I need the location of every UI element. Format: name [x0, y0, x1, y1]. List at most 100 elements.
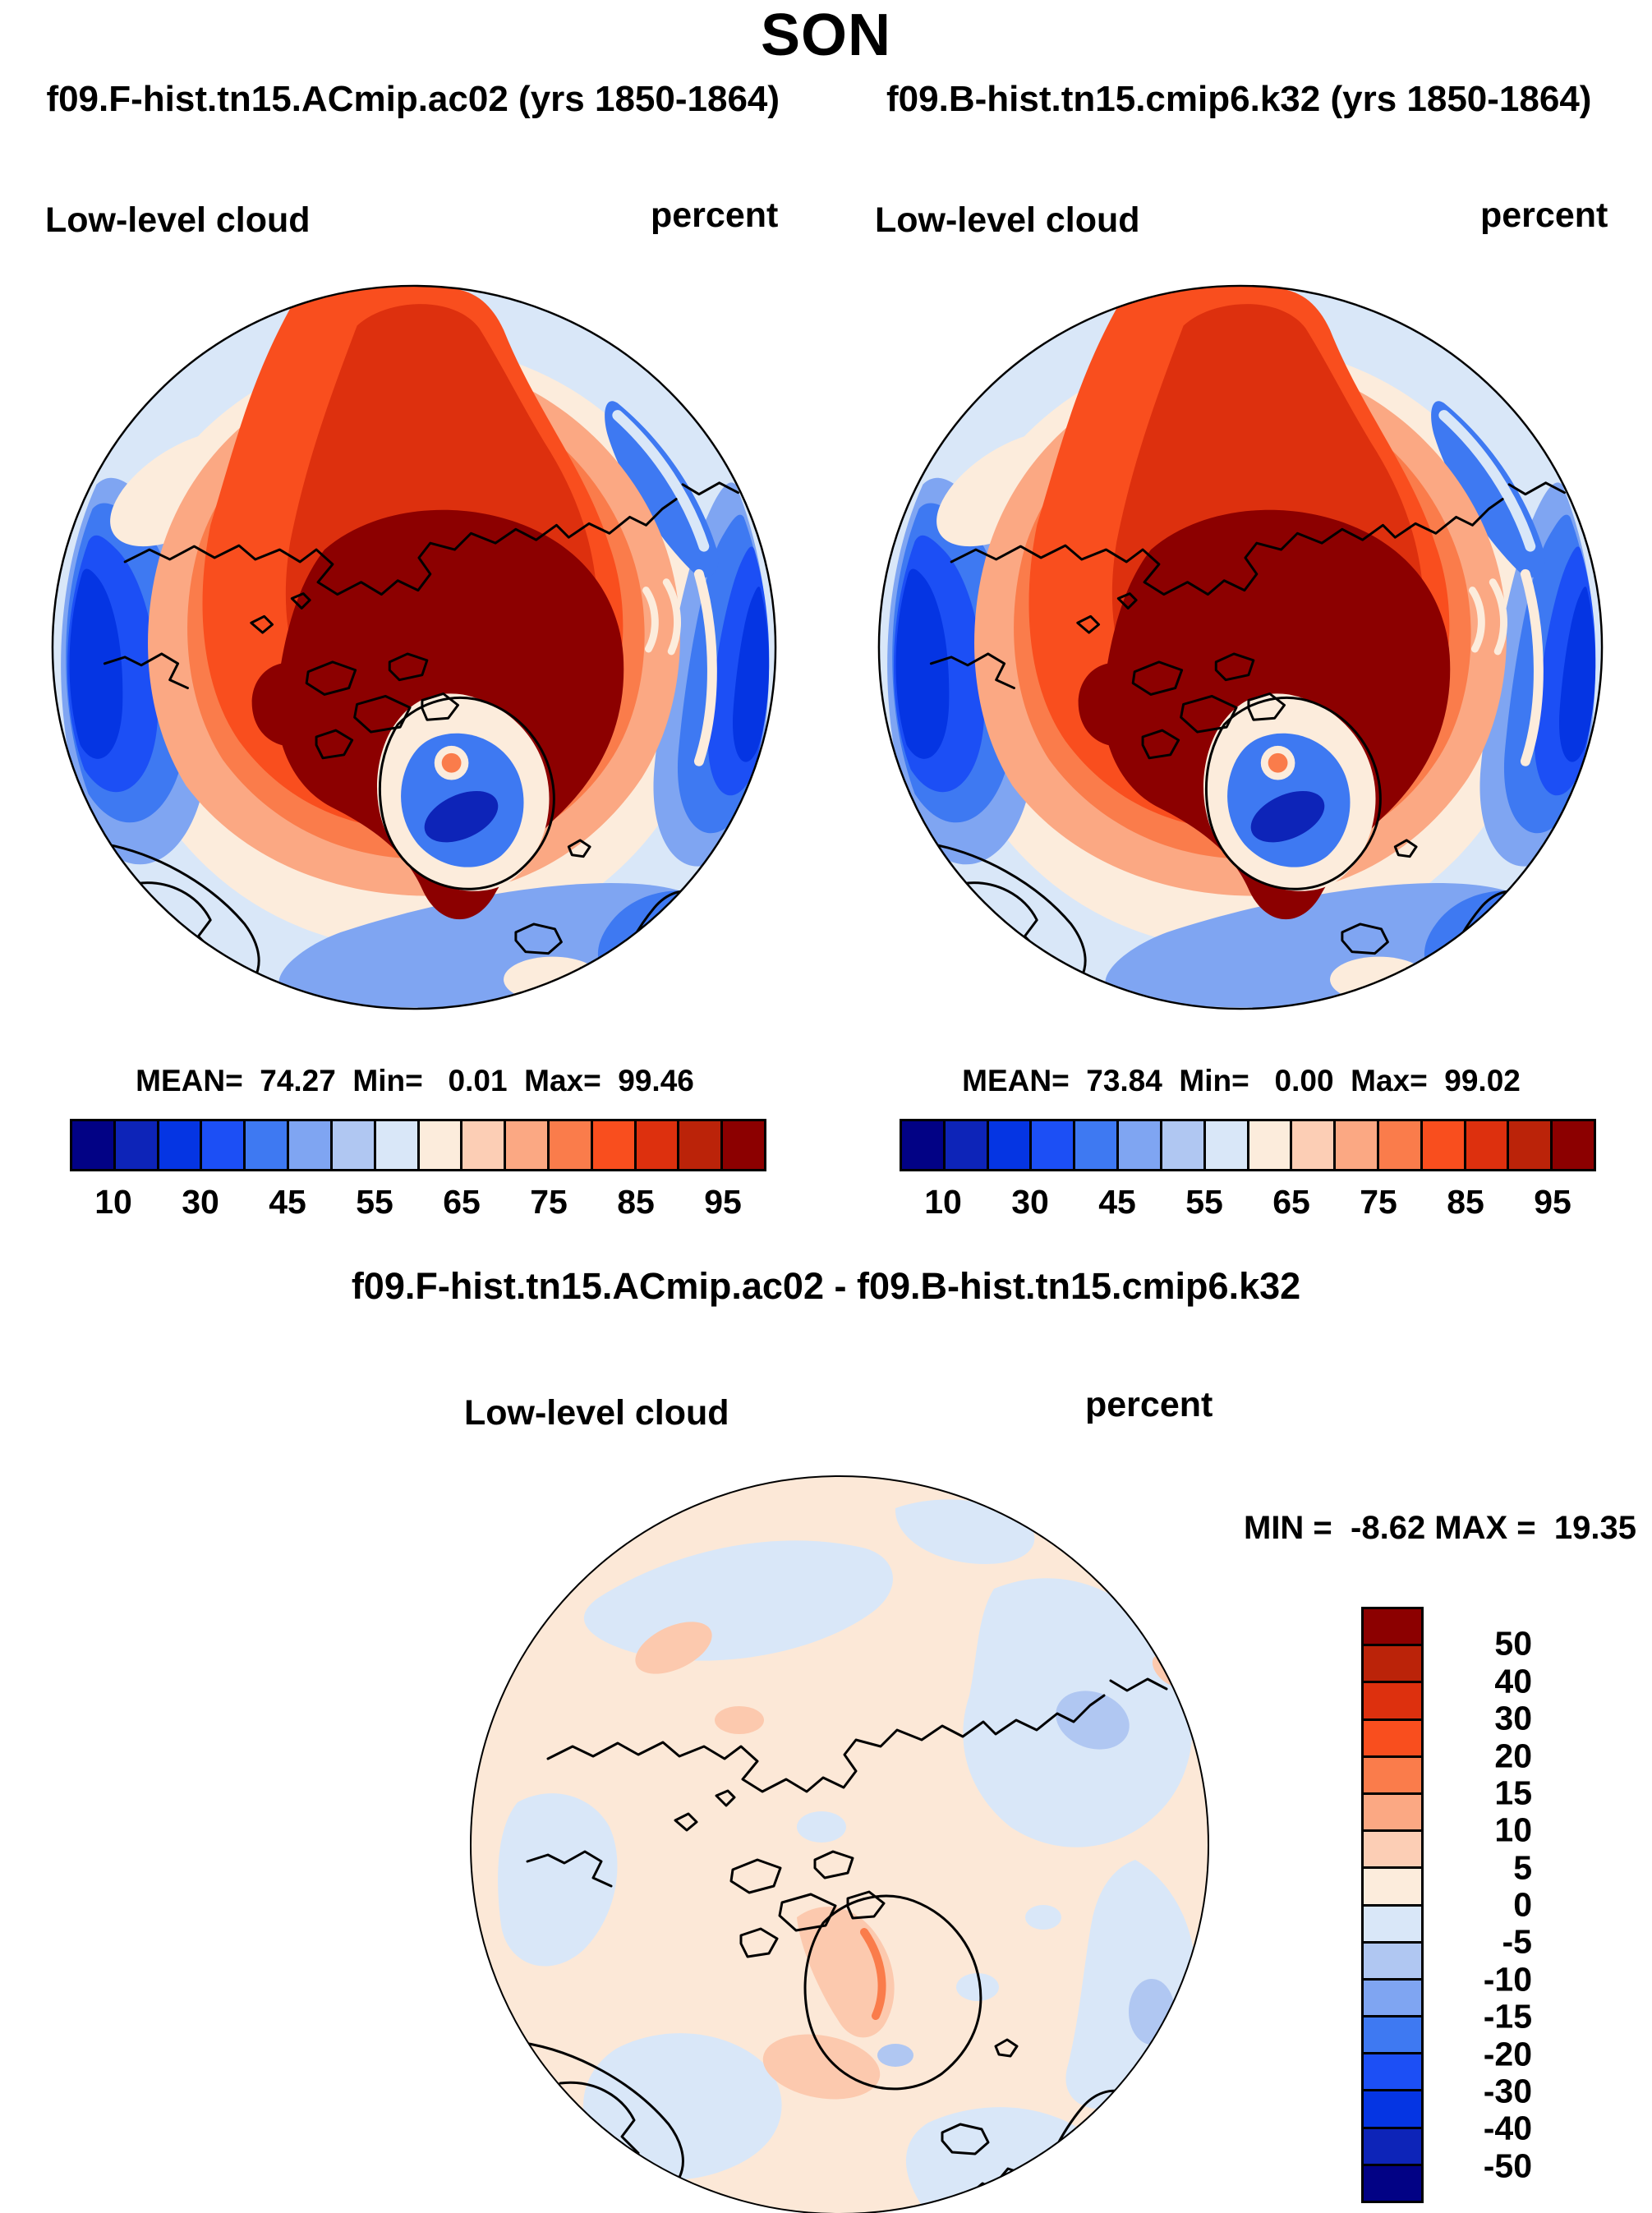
- subtitle-row: f09.F-hist.tn15.ACmip.ac02 (yrs 1850-186…: [0, 79, 1652, 120]
- colorbar-cell: [1364, 1720, 1421, 1755]
- colorbar-cell: [1466, 1121, 1507, 1169]
- diff-title: f09.F-hist.tn15.ACmip.ac02 - f09.B-hist.…: [351, 1265, 1301, 1307]
- tick-label: 40: [1494, 1662, 1532, 1700]
- tick-label: 30: [182, 1183, 219, 1221]
- colorbar-cell: [988, 1121, 1030, 1169]
- panel1-colorbar-ticks: 10 30 45 55 65 75 85 95: [70, 1183, 766, 1224]
- tick-label: 30: [1011, 1183, 1049, 1221]
- tick-label: -10: [1483, 1960, 1532, 1999]
- diff-units-label: percent: [1085, 1385, 1213, 1424]
- colorbar-cell: [1364, 1980, 1421, 2016]
- colorbar-cell: [636, 1121, 678, 1169]
- colorbar-cell: [1249, 1121, 1291, 1169]
- colorbar-cell: [1119, 1121, 1160, 1169]
- panel2-units-label: percent: [1480, 196, 1608, 235]
- colorbar-cell: [549, 1121, 591, 1169]
- colorbar-cell: [332, 1121, 374, 1169]
- diff-field-label: Low-level cloud: [464, 1393, 729, 1433]
- tick-label: 95: [704, 1183, 742, 1221]
- diff-minmax: MIN = -8.62 MAX = 19.35: [1244, 1510, 1636, 1546]
- tick-label: 65: [443, 1183, 481, 1221]
- colorbar-cell: [1292, 1121, 1334, 1169]
- panel2-colorbar: [900, 1119, 1596, 1171]
- page-title: SON: [760, 2, 892, 68]
- tick-label: 5: [1513, 1848, 1532, 1887]
- tick-label: 15: [1494, 1774, 1532, 1812]
- colorbar-cell: [1364, 2017, 1421, 2053]
- colorbar-cell: [1364, 1609, 1421, 1645]
- colorbar-cell: [289, 1121, 330, 1169]
- panel2-subtitle: f09.B-hist.tn15.cmip6.k32 (yrs 1850-1864…: [886, 79, 1592, 119]
- map-panel2: [877, 284, 1604, 1010]
- tick-label: 65: [1272, 1183, 1310, 1221]
- colorbar-cell: [506, 1121, 547, 1169]
- tick-label: -20: [1483, 2035, 1532, 2073]
- colorbar-cell: [419, 1121, 461, 1169]
- tick-label: 10: [924, 1183, 962, 1221]
- colorbar-cell: [1364, 1646, 1421, 1682]
- tick-label: -50: [1483, 2146, 1532, 2185]
- tick-label: 95: [1534, 1183, 1571, 1221]
- colorbar-cell: [1162, 1121, 1203, 1169]
- colorbar-cell: [1364, 1832, 1421, 1867]
- panel1-field-label: Low-level cloud: [45, 200, 311, 240]
- colorbar-cell: [1364, 1906, 1421, 1941]
- colorbar-cell: [1364, 2128, 1421, 2164]
- colorbar-cell: [462, 1121, 504, 1169]
- colorbar-cell: [1364, 1794, 1421, 1830]
- colorbar-cell: [159, 1121, 200, 1169]
- tick-label: 50: [1494, 1624, 1532, 1663]
- colorbar-cell: [723, 1121, 764, 1169]
- colorbar-cell: [115, 1121, 157, 1169]
- map-diff: [470, 1475, 1209, 2213]
- tick-label: 85: [617, 1183, 655, 1221]
- panel1-stats: MEAN= 74.27 Min= 0.01 Max= 99.46: [136, 1064, 694, 1097]
- map-panel1: [51, 284, 777, 1010]
- tick-label: 75: [530, 1183, 568, 1221]
- tick-label: 45: [1098, 1183, 1136, 1221]
- colorbar-cell: [1336, 1121, 1377, 1169]
- colorbar-cell: [72, 1121, 113, 1169]
- panel2-colorbar-ticks: 10 30 45 55 65 75 85 95: [900, 1183, 1596, 1224]
- colorbar-cell: [679, 1121, 721, 1169]
- colorbar-cell: [1364, 2054, 1421, 2090]
- panel1-subtitle: f09.F-hist.tn15.ACmip.ac02 (yrs 1850-186…: [46, 79, 780, 119]
- colorbar-cell: [592, 1121, 634, 1169]
- panel2-field-label: Low-level cloud: [875, 200, 1140, 240]
- colorbar-cell: [1364, 2165, 1421, 2201]
- tick-label: 85: [1447, 1183, 1484, 1221]
- colorbar-cell: [1364, 2091, 1421, 2127]
- tick-label: 10: [94, 1183, 132, 1221]
- colorbar-cell: [1032, 1121, 1074, 1169]
- colorbar-cell: [246, 1121, 288, 1169]
- colorbar-cell: [1553, 1121, 1594, 1169]
- panel1-units-label: percent: [651, 196, 779, 235]
- tick-label: 30: [1494, 1699, 1532, 1737]
- colorbar-cell: [902, 1121, 943, 1169]
- colorbar-cell: [202, 1121, 244, 1169]
- tick-label: 75: [1360, 1183, 1397, 1221]
- tick-label: 55: [356, 1183, 393, 1221]
- tick-label: -40: [1483, 2109, 1532, 2147]
- tick-label: 45: [269, 1183, 306, 1221]
- panel2-stats: MEAN= 73.84 Min= 0.00 Max= 99.02: [962, 1064, 1521, 1097]
- tick-label: -15: [1483, 1997, 1532, 2036]
- colorbar-cell: [1075, 1121, 1117, 1169]
- tick-label: 10: [1494, 1810, 1532, 1849]
- colorbar-cell: [1364, 1757, 1421, 1792]
- diff-colorbar-ticks: 50 40 30 20 15 10 5 0 -5 -10 -15 -20 -30 -40 -50: [1433, 1607, 1532, 2203]
- colorbar-cell: [1364, 1683, 1421, 1718]
- tick-label: -30: [1483, 2072, 1532, 2110]
- colorbar-cell: [945, 1121, 987, 1169]
- colorbar-cell: [375, 1121, 417, 1169]
- tick-label: 55: [1185, 1183, 1223, 1221]
- colorbar-cell: [1364, 1943, 1421, 1978]
- colorbar-cell: [1364, 1869, 1421, 1904]
- tick-label: 20: [1494, 1737, 1532, 1774]
- colorbar-cell: [1378, 1121, 1420, 1169]
- tick-label: -5: [1502, 1922, 1532, 1961]
- diff-colorbar: [1361, 1607, 1424, 2203]
- colorbar-cell: [1422, 1121, 1464, 1169]
- tick-label: 0: [1513, 1885, 1532, 1924]
